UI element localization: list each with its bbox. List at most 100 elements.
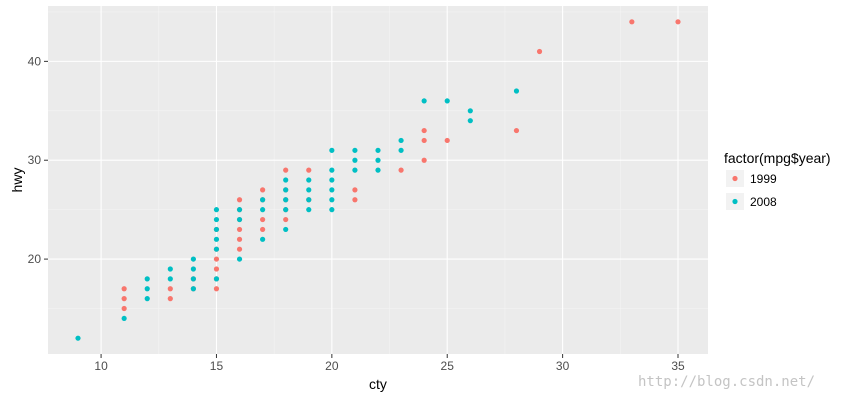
legend-label-1999: 1999	[750, 172, 777, 186]
data-point-1999	[283, 216, 289, 223]
data-point-2008	[352, 157, 358, 163]
data-point-2008	[329, 197, 335, 203]
minor-gridlines	[48, 6, 708, 354]
data-point-1999	[213, 256, 220, 262]
data-point-1999	[121, 286, 127, 292]
data-point-1999	[536, 48, 543, 55]
data-point-2008	[213, 276, 220, 282]
data-point-2008	[213, 216, 220, 223]
data-point-1999	[260, 216, 266, 223]
data-point-2008	[213, 236, 220, 242]
y-tick-label: 40	[28, 54, 42, 68]
data-point-2008	[398, 137, 404, 144]
y-tick-label: 20	[28, 252, 42, 266]
data-point-1999	[167, 286, 173, 292]
legend-marker-1999	[732, 175, 738, 182]
data-point-2008	[513, 88, 520, 94]
data-point-2008	[352, 167, 358, 173]
x-axis-title: cty	[369, 376, 387, 392]
data-point-1999	[260, 226, 266, 233]
data-point-2008	[329, 147, 335, 153]
data-point-2008	[398, 147, 404, 153]
x-tick-label: 35	[671, 359, 685, 373]
data-point-2008	[444, 98, 450, 104]
data-point-2008	[167, 276, 173, 282]
legend-title: factor(mpg$year)	[724, 150, 831, 166]
data-point-1999	[421, 127, 427, 134]
data-point-2008	[236, 207, 243, 213]
data-point-2008	[375, 147, 381, 153]
data-point-1999	[121, 296, 127, 302]
data-point-2008	[306, 207, 312, 213]
data-point-2008	[236, 216, 243, 223]
data-point-1999	[236, 236, 243, 242]
data-point-2008	[306, 177, 312, 183]
data-point-2008	[213, 246, 220, 252]
data-point-1999	[167, 296, 173, 302]
data-point-1999	[421, 157, 427, 163]
data-point-1999	[213, 266, 220, 272]
data-point-1999	[352, 187, 358, 193]
data-point-2008	[213, 226, 220, 233]
data-point-2008	[375, 167, 381, 173]
data-point-2008	[375, 157, 381, 163]
y-tick-label: 30	[28, 153, 42, 167]
data-point-1999	[398, 167, 404, 173]
data-point-2008	[283, 226, 289, 233]
x-axis: 10 15 20 25 30 35	[94, 354, 685, 373]
data-point-2008	[190, 276, 196, 282]
legend-marker-2008	[732, 198, 738, 205]
data-point-2008	[213, 207, 220, 213]
data-point-2008	[421, 98, 427, 104]
data-point-2008	[283, 187, 289, 193]
data-point-2008	[467, 118, 473, 124]
data-point-1999	[629, 19, 635, 25]
data-point-2008	[75, 335, 81, 341]
data-point-2008	[260, 236, 266, 242]
data-point-1999	[236, 197, 243, 203]
data-point-2008	[283, 177, 289, 183]
data-point-2008	[190, 266, 196, 272]
data-point-1999	[444, 137, 450, 144]
data-point-2008	[236, 256, 243, 262]
x-tick-label: 15	[210, 359, 224, 373]
data-point-2008	[260, 197, 266, 203]
data-point-1999	[236, 246, 243, 252]
x-tick-label: 30	[556, 359, 570, 373]
data-point-2008	[329, 207, 335, 213]
data-point-2008	[260, 207, 266, 213]
data-point-2008	[144, 276, 150, 282]
data-point-1999	[283, 167, 289, 173]
x-tick-label: 25	[441, 359, 455, 373]
data-point-1999	[213, 286, 220, 292]
data-point-1999	[260, 187, 266, 193]
data-point-2008	[190, 256, 196, 262]
data-points	[75, 19, 681, 341]
data-point-1999	[236, 226, 243, 233]
data-point-2008	[329, 187, 335, 193]
data-point-1999	[421, 137, 427, 144]
legend: factor(mpg$year) 1999 2008	[724, 150, 831, 210]
data-point-2008	[467, 108, 473, 114]
data-point-1999	[352, 197, 358, 203]
data-point-2008	[190, 286, 196, 292]
data-point-2008	[121, 315, 127, 322]
data-point-1999	[675, 19, 681, 25]
data-point-2008	[306, 187, 312, 193]
data-point-2008	[306, 197, 312, 203]
data-point-2008	[144, 296, 150, 302]
watermark: http://blog.csdn.net/	[638, 374, 815, 390]
legend-label-2008: 2008	[750, 195, 777, 209]
x-tick-label: 20	[325, 359, 339, 373]
data-point-2008	[167, 266, 173, 272]
y-axis-title: hwy	[9, 168, 25, 193]
data-point-2008	[283, 207, 289, 213]
x-tick-label: 10	[94, 359, 108, 373]
data-point-1999	[306, 167, 312, 173]
data-point-2008	[329, 167, 335, 173]
data-point-2008	[144, 286, 150, 292]
data-point-2008	[283, 197, 289, 203]
data-point-2008	[329, 177, 335, 183]
data-point-1999	[121, 305, 127, 312]
